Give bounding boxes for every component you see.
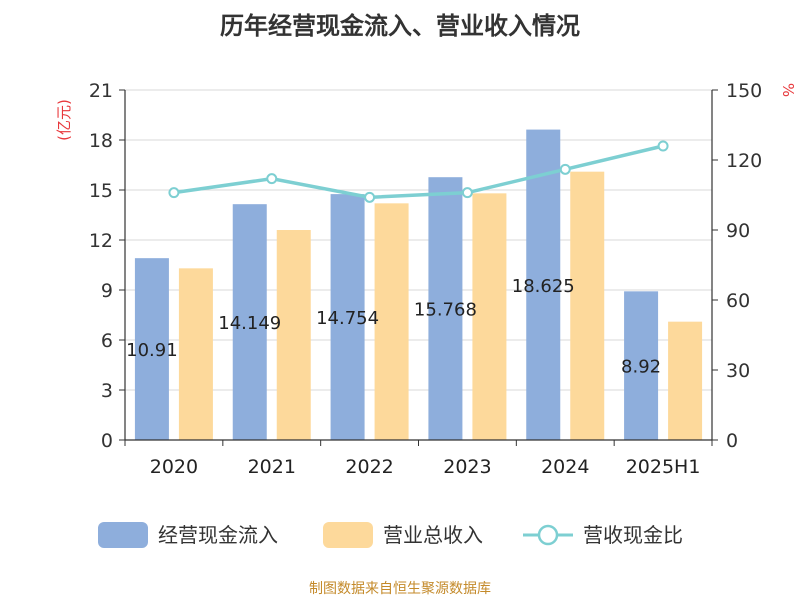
legend: 经营现金流入 营业总收入 营收现金比 — [98, 522, 683, 548]
bar-value-label: 15.768 — [414, 300, 477, 321]
legend-label: 经营现金流入 — [158, 523, 278, 547]
legend-label: 营业总收入 — [383, 523, 483, 547]
y-left-tick-label: 15 — [89, 180, 113, 202]
ratio-point — [266, 173, 278, 185]
ratio-point — [559, 163, 571, 175]
ratio-point — [657, 140, 669, 152]
y-left-unit: (亿元) — [55, 99, 73, 141]
bar-cash-inflow — [330, 194, 365, 440]
x-tick-label: 2021 — [248, 456, 296, 478]
y-left-tick-label: 18 — [89, 130, 113, 152]
x-tick-label: 2020 — [150, 456, 198, 478]
grid-lines — [125, 89, 712, 391]
bar-value-label: 14.754 — [316, 308, 379, 329]
y-right-tick-label: 150 — [726, 80, 762, 102]
bar-revenue — [276, 230, 311, 440]
x-tick-label: 2024 — [541, 456, 589, 478]
legend-swatch — [98, 522, 148, 548]
bar-cash-inflow — [134, 258, 169, 440]
bar-revenue — [668, 321, 703, 440]
legend-marker — [537, 524, 559, 546]
y-left-tick-label: 3 — [101, 380, 113, 402]
bar-value-label: 14.149 — [218, 313, 281, 334]
y-left-tick-label: 12 — [89, 230, 113, 252]
y-right-tick-label: 30 — [726, 360, 750, 382]
ratio-point — [461, 187, 473, 199]
y-right-tick-label: 120 — [726, 150, 762, 172]
ratio-line-path — [173, 144, 664, 200]
y-right-unit: % — [779, 83, 797, 97]
source-footer: 制图数据来自恒生聚源数据库 — [309, 581, 491, 597]
bar-value-label: 18.625 — [512, 276, 575, 297]
bar-revenue — [570, 171, 605, 440]
bar-revenue — [374, 203, 409, 440]
bar-cash-inflow — [428, 177, 463, 440]
ratio-point — [168, 187, 180, 199]
axes: 0 3 6 9 12 15 18 21 0 30 60 90 120 150 (亿元)% 2020 2021 20… — [55, 80, 797, 478]
ratio-line — [168, 140, 669, 203]
legend-swatch — [323, 522, 373, 548]
bar-cash-inflow — [526, 129, 561, 441]
y-left-tick-label: 0 — [101, 430, 113, 452]
ratio-point — [364, 191, 376, 203]
bar-cash-inflow — [624, 291, 659, 440]
x-tick-label: 2023 — [443, 456, 491, 478]
y-right-tick-label: 90 — [726, 220, 750, 242]
chart-title: 历年经营现金流入、营业收入情况 — [220, 12, 580, 40]
x-tick-label: 2025H1 — [626, 456, 701, 478]
y-right-tick-label: 60 — [726, 290, 750, 312]
bars — [134, 129, 703, 441]
x-tick-label: 2022 — [345, 456, 393, 478]
bar-cash-inflow — [232, 204, 267, 440]
y-right-tick-label: 0 — [726, 430, 738, 452]
bar-value-label: 10.91 — [126, 340, 178, 361]
y-left-tick-label: 21 — [89, 80, 113, 102]
y-left-tick-label: 6 — [101, 330, 113, 352]
legend-label: 营收现金比 — [583, 523, 683, 547]
bar-revenue — [178, 268, 213, 440]
bar-value-label: 8.92 — [621, 357, 661, 378]
y-left-tick-label: 9 — [101, 280, 113, 302]
bar-revenue — [472, 193, 507, 440]
data-labels: 10.91 14.149 14.754 15.768 18.625 8.92 — [126, 276, 661, 378]
